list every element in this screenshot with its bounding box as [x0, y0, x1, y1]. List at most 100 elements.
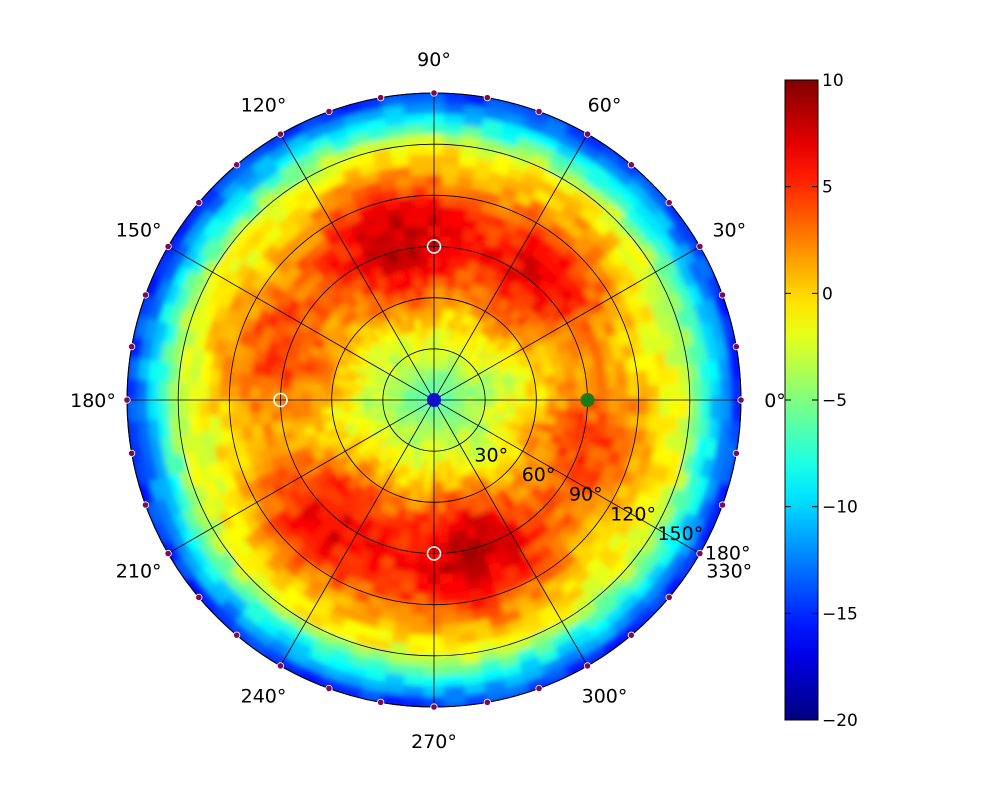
heatmap-cell	[331, 145, 355, 164]
heatmap-cell	[626, 411, 640, 429]
heatmap-cell	[575, 376, 589, 391]
heatmap-cell	[417, 349, 425, 362]
heatmap-cell	[436, 481, 445, 494]
heatmap-cell	[389, 435, 401, 447]
heatmap-cell	[180, 529, 202, 555]
heatmap-cell	[428, 286, 438, 298]
heatmap-cell	[409, 266, 422, 280]
angle-tick-label: 270°	[411, 731, 457, 753]
heatmap-cell	[436, 379, 441, 391]
heatmap-cell	[329, 292, 345, 309]
heatmap-cell	[409, 623, 429, 637]
heatmap-cell	[641, 493, 661, 516]
heatmap-cell	[127, 420, 141, 447]
heatmap-cell	[407, 410, 418, 419]
heatmap-cell	[422, 501, 432, 514]
edge-dot	[583, 662, 592, 670]
heatmap-cell	[460, 464, 472, 477]
heatmap-cell	[437, 501, 448, 514]
heatmap-cell	[452, 277, 464, 291]
heatmap-cell	[187, 416, 202, 437]
heatmap-cell	[430, 502, 440, 514]
heatmap-cell	[472, 359, 485, 370]
angle-tick-label: 210°	[116, 561, 162, 583]
heatmap-cell	[428, 409, 433, 422]
heatmap-cell	[147, 478, 166, 505]
heatmap-cell	[420, 418, 427, 430]
heatmap-cell	[405, 366, 416, 378]
heatmap-cell	[389, 641, 411, 656]
heatmap-cell	[449, 340, 458, 353]
heatmap-cell	[400, 112, 425, 126]
heatmap-cell	[289, 379, 303, 393]
heatmap-cell	[248, 400, 261, 415]
heatmap-cell	[407, 353, 417, 365]
heatmap-cell	[173, 491, 193, 516]
heatmap-cell	[455, 257, 469, 271]
heatmap-cell	[228, 385, 241, 403]
heatmap-cell	[307, 648, 334, 668]
heatmap-cell	[481, 435, 494, 447]
heatmap-cell	[471, 378, 484, 386]
heatmap-cell	[693, 473, 712, 499]
heatmap-cell	[450, 215, 467, 229]
heatmap-cell	[665, 549, 689, 576]
heatmap-cell	[423, 429, 429, 442]
heatmap-cell	[201, 299, 219, 322]
heatmap-cell	[248, 153, 274, 177]
heatmap-cell	[451, 435, 461, 447]
heatmap-cell	[408, 489, 419, 502]
heatmap-cell	[418, 338, 426, 351]
heatmap-cell	[334, 593, 356, 611]
heatmap-cell	[203, 193, 228, 219]
heatmap-cell	[377, 334, 390, 348]
heatmap-cell	[488, 441, 502, 454]
heatmap-cell	[448, 412, 459, 423]
heatmap-cell	[355, 366, 369, 377]
heatmap-cell	[441, 418, 449, 430]
heatmap-cell	[166, 305, 184, 330]
heatmap-cell	[398, 416, 410, 426]
heatmap-cell	[451, 423, 461, 435]
heatmap-cell	[411, 603, 429, 616]
heatmap-cell	[388, 154, 410, 169]
heatmap-cell	[386, 328, 399, 342]
heatmap-cell	[451, 205, 468, 219]
heatmap-cell	[421, 460, 429, 473]
heatmap-cell	[478, 452, 491, 466]
heatmap-cell	[465, 350, 476, 362]
heatmap-cell	[504, 208, 525, 226]
heatmap-cell	[454, 433, 464, 446]
heatmap-cell	[209, 352, 224, 373]
heatmap-cell	[485, 341, 498, 354]
heatmap-cell	[470, 416, 482, 425]
heatmap-cell	[460, 322, 471, 336]
heatmap-cell	[675, 284, 695, 309]
heatmap-cell	[420, 408, 429, 418]
heatmap-cell	[451, 467, 461, 481]
heatmap-cell	[668, 380, 681, 400]
heatmap-cell	[416, 416, 424, 428]
heatmap-cell	[419, 407, 428, 418]
heatmap-cell	[424, 317, 432, 329]
heatmap-cell	[453, 405, 465, 411]
heatmap-cell	[382, 331, 394, 345]
heatmap-cell	[453, 445, 462, 458]
heatmap-cell	[465, 423, 477, 434]
heatmap-cell	[386, 316, 399, 330]
heatmap-cell	[668, 397, 681, 418]
heatmap-cell	[351, 394, 363, 401]
heatmap-cell	[645, 560, 669, 585]
heatmap-cell	[372, 432, 385, 444]
heatmap-cell	[599, 631, 627, 656]
heatmap-cell	[452, 422, 463, 434]
heatmap-cell	[198, 590, 223, 617]
heatmap-cell	[727, 353, 741, 380]
heatmap-cell	[458, 134, 481, 149]
heatmap-cell	[372, 410, 385, 418]
heatmap-cell	[339, 165, 362, 183]
heatmap-cell	[703, 271, 724, 299]
heatmap-cell	[657, 293, 676, 316]
heatmap-cell	[373, 338, 387, 351]
heatmap-cell	[421, 122, 444, 135]
